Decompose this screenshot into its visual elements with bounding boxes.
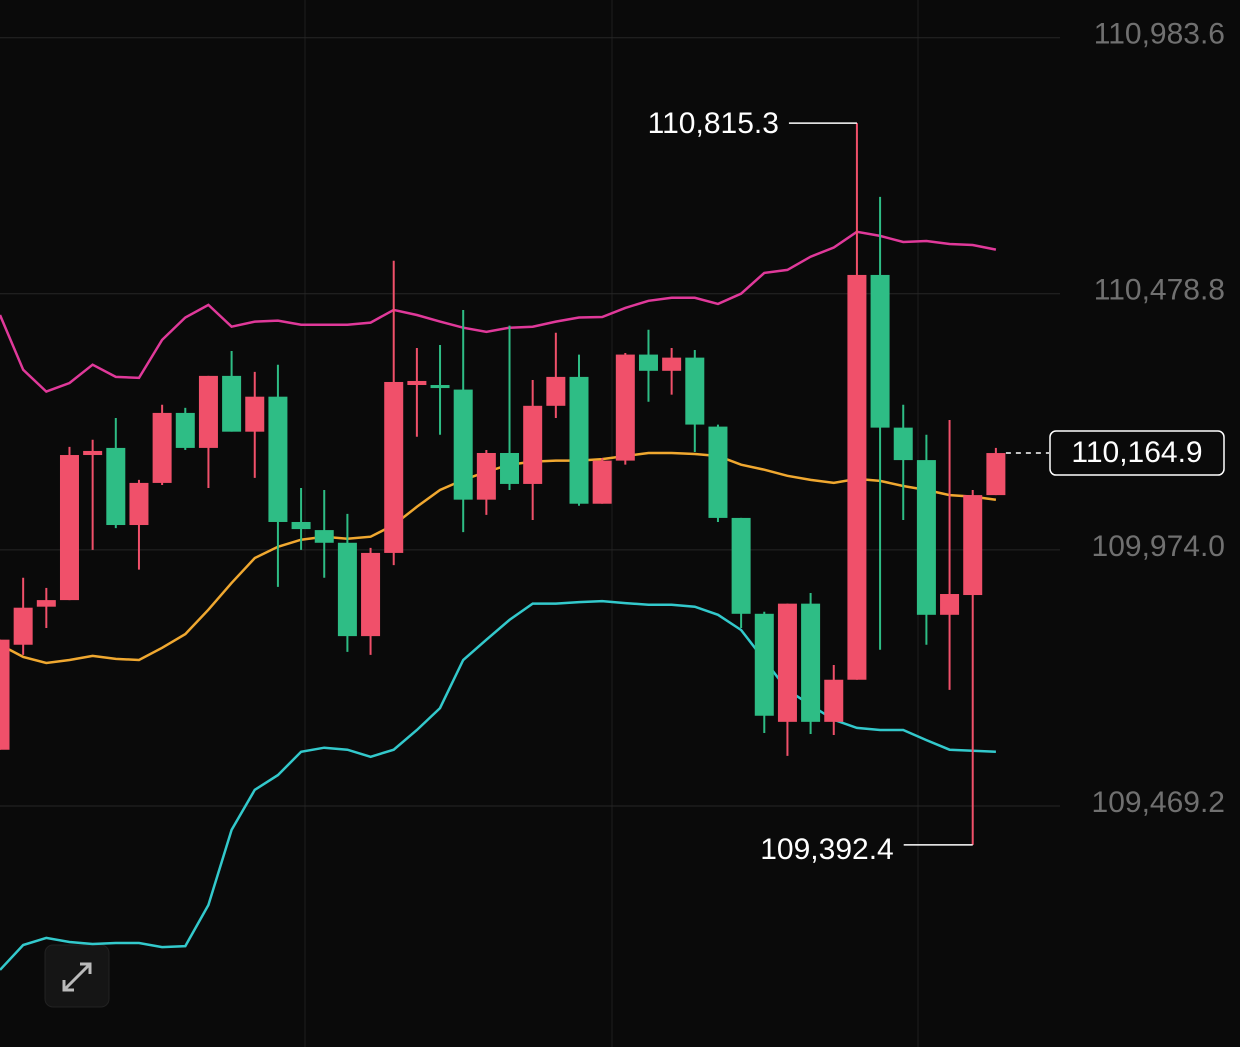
candle-body: [500, 452, 520, 484]
candle-body: [893, 427, 913, 461]
candle-body: [106, 447, 126, 526]
candle-body: [824, 679, 844, 722]
candle-body: [940, 594, 960, 615]
candle-body: [361, 552, 381, 637]
candle-body: [986, 453, 1006, 496]
candle-body: [384, 381, 404, 553]
candle-body: [638, 354, 658, 371]
high-label: 110,815.3: [648, 107, 779, 140]
candle-body: [870, 274, 890, 428]
candle-body: [152, 412, 172, 483]
candle-body: [662, 357, 682, 371]
candle-body: [523, 405, 543, 484]
candle-body: [337, 542, 357, 637]
candle-body: [801, 603, 821, 722]
candle-body: [754, 613, 774, 716]
candle-body: [407, 380, 427, 386]
expand-icon[interactable]: [62, 962, 92, 992]
candle-body: [592, 460, 612, 504]
candle-body: [36, 600, 56, 607]
last-price-box: [1049, 430, 1225, 476]
candle-body: [268, 396, 288, 522]
candle-body: [13, 607, 33, 645]
y-tick-label: 109,469.2: [1092, 786, 1225, 819]
candle-body: [708, 426, 728, 518]
y-tick-label: 110,478.8: [1094, 274, 1225, 307]
candle-body: [476, 452, 496, 500]
candle-body: [0, 639, 10, 750]
candle-body: [963, 495, 983, 596]
candle-body: [546, 376, 566, 406]
candle-body: [198, 375, 218, 448]
candle-body: [453, 389, 473, 500]
candle-body: [291, 521, 311, 530]
candle-body: [314, 530, 334, 543]
y-tick-label: 108,964.4: [1092, 1042, 1225, 1047]
last-price-label: 110,164.9: [1071, 436, 1202, 469]
candle-body: [59, 455, 79, 601]
candle-body: [245, 396, 265, 432]
candle-body: [83, 450, 103, 456]
band-line: [0, 230, 997, 394]
candle-body: [847, 274, 867, 680]
candle-body: [731, 517, 751, 614]
candle-body: [175, 412, 195, 448]
candle-body: [777, 603, 797, 722]
y-tick-label: 109,974.0: [1092, 530, 1225, 563]
candle-body: [916, 460, 936, 615]
band-line: [0, 451, 997, 665]
candle-body: [129, 482, 149, 526]
candle-body: [430, 385, 450, 389]
candle-body: [569, 376, 589, 504]
expand-button[interactable]: [44, 944, 110, 1008]
y-tick-label: 110,983.6: [1094, 18, 1225, 51]
candle-body: [615, 354, 635, 461]
candle-body: [222, 375, 242, 432]
candle-body: [685, 357, 705, 425]
low-label: 109,392.4: [760, 833, 893, 866]
